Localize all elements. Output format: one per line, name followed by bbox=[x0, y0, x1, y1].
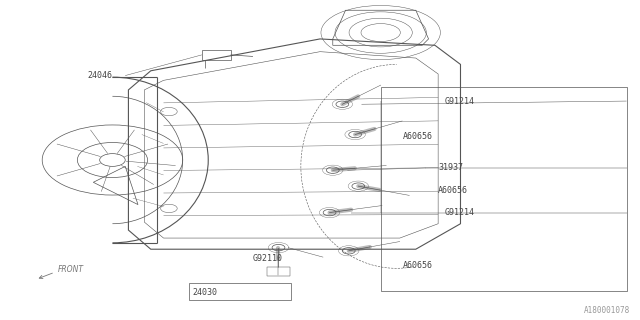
Text: 24030: 24030 bbox=[192, 288, 217, 297]
Text: G91214: G91214 bbox=[445, 97, 474, 106]
Text: FRONT: FRONT bbox=[58, 265, 84, 275]
Text: 31937: 31937 bbox=[438, 164, 463, 172]
Text: 24046: 24046 bbox=[88, 71, 113, 80]
Text: G91214: G91214 bbox=[445, 208, 474, 217]
Bar bbox=[189, 283, 291, 300]
Text: G92110: G92110 bbox=[253, 254, 283, 263]
Text: A60656: A60656 bbox=[403, 132, 433, 140]
Bar bbox=[202, 50, 230, 60]
Bar bbox=[381, 87, 627, 291]
Text: A60656: A60656 bbox=[403, 261, 433, 270]
Text: A60656: A60656 bbox=[438, 186, 468, 195]
Text: A180001078: A180001078 bbox=[584, 306, 630, 315]
Bar bbox=[267, 267, 290, 276]
